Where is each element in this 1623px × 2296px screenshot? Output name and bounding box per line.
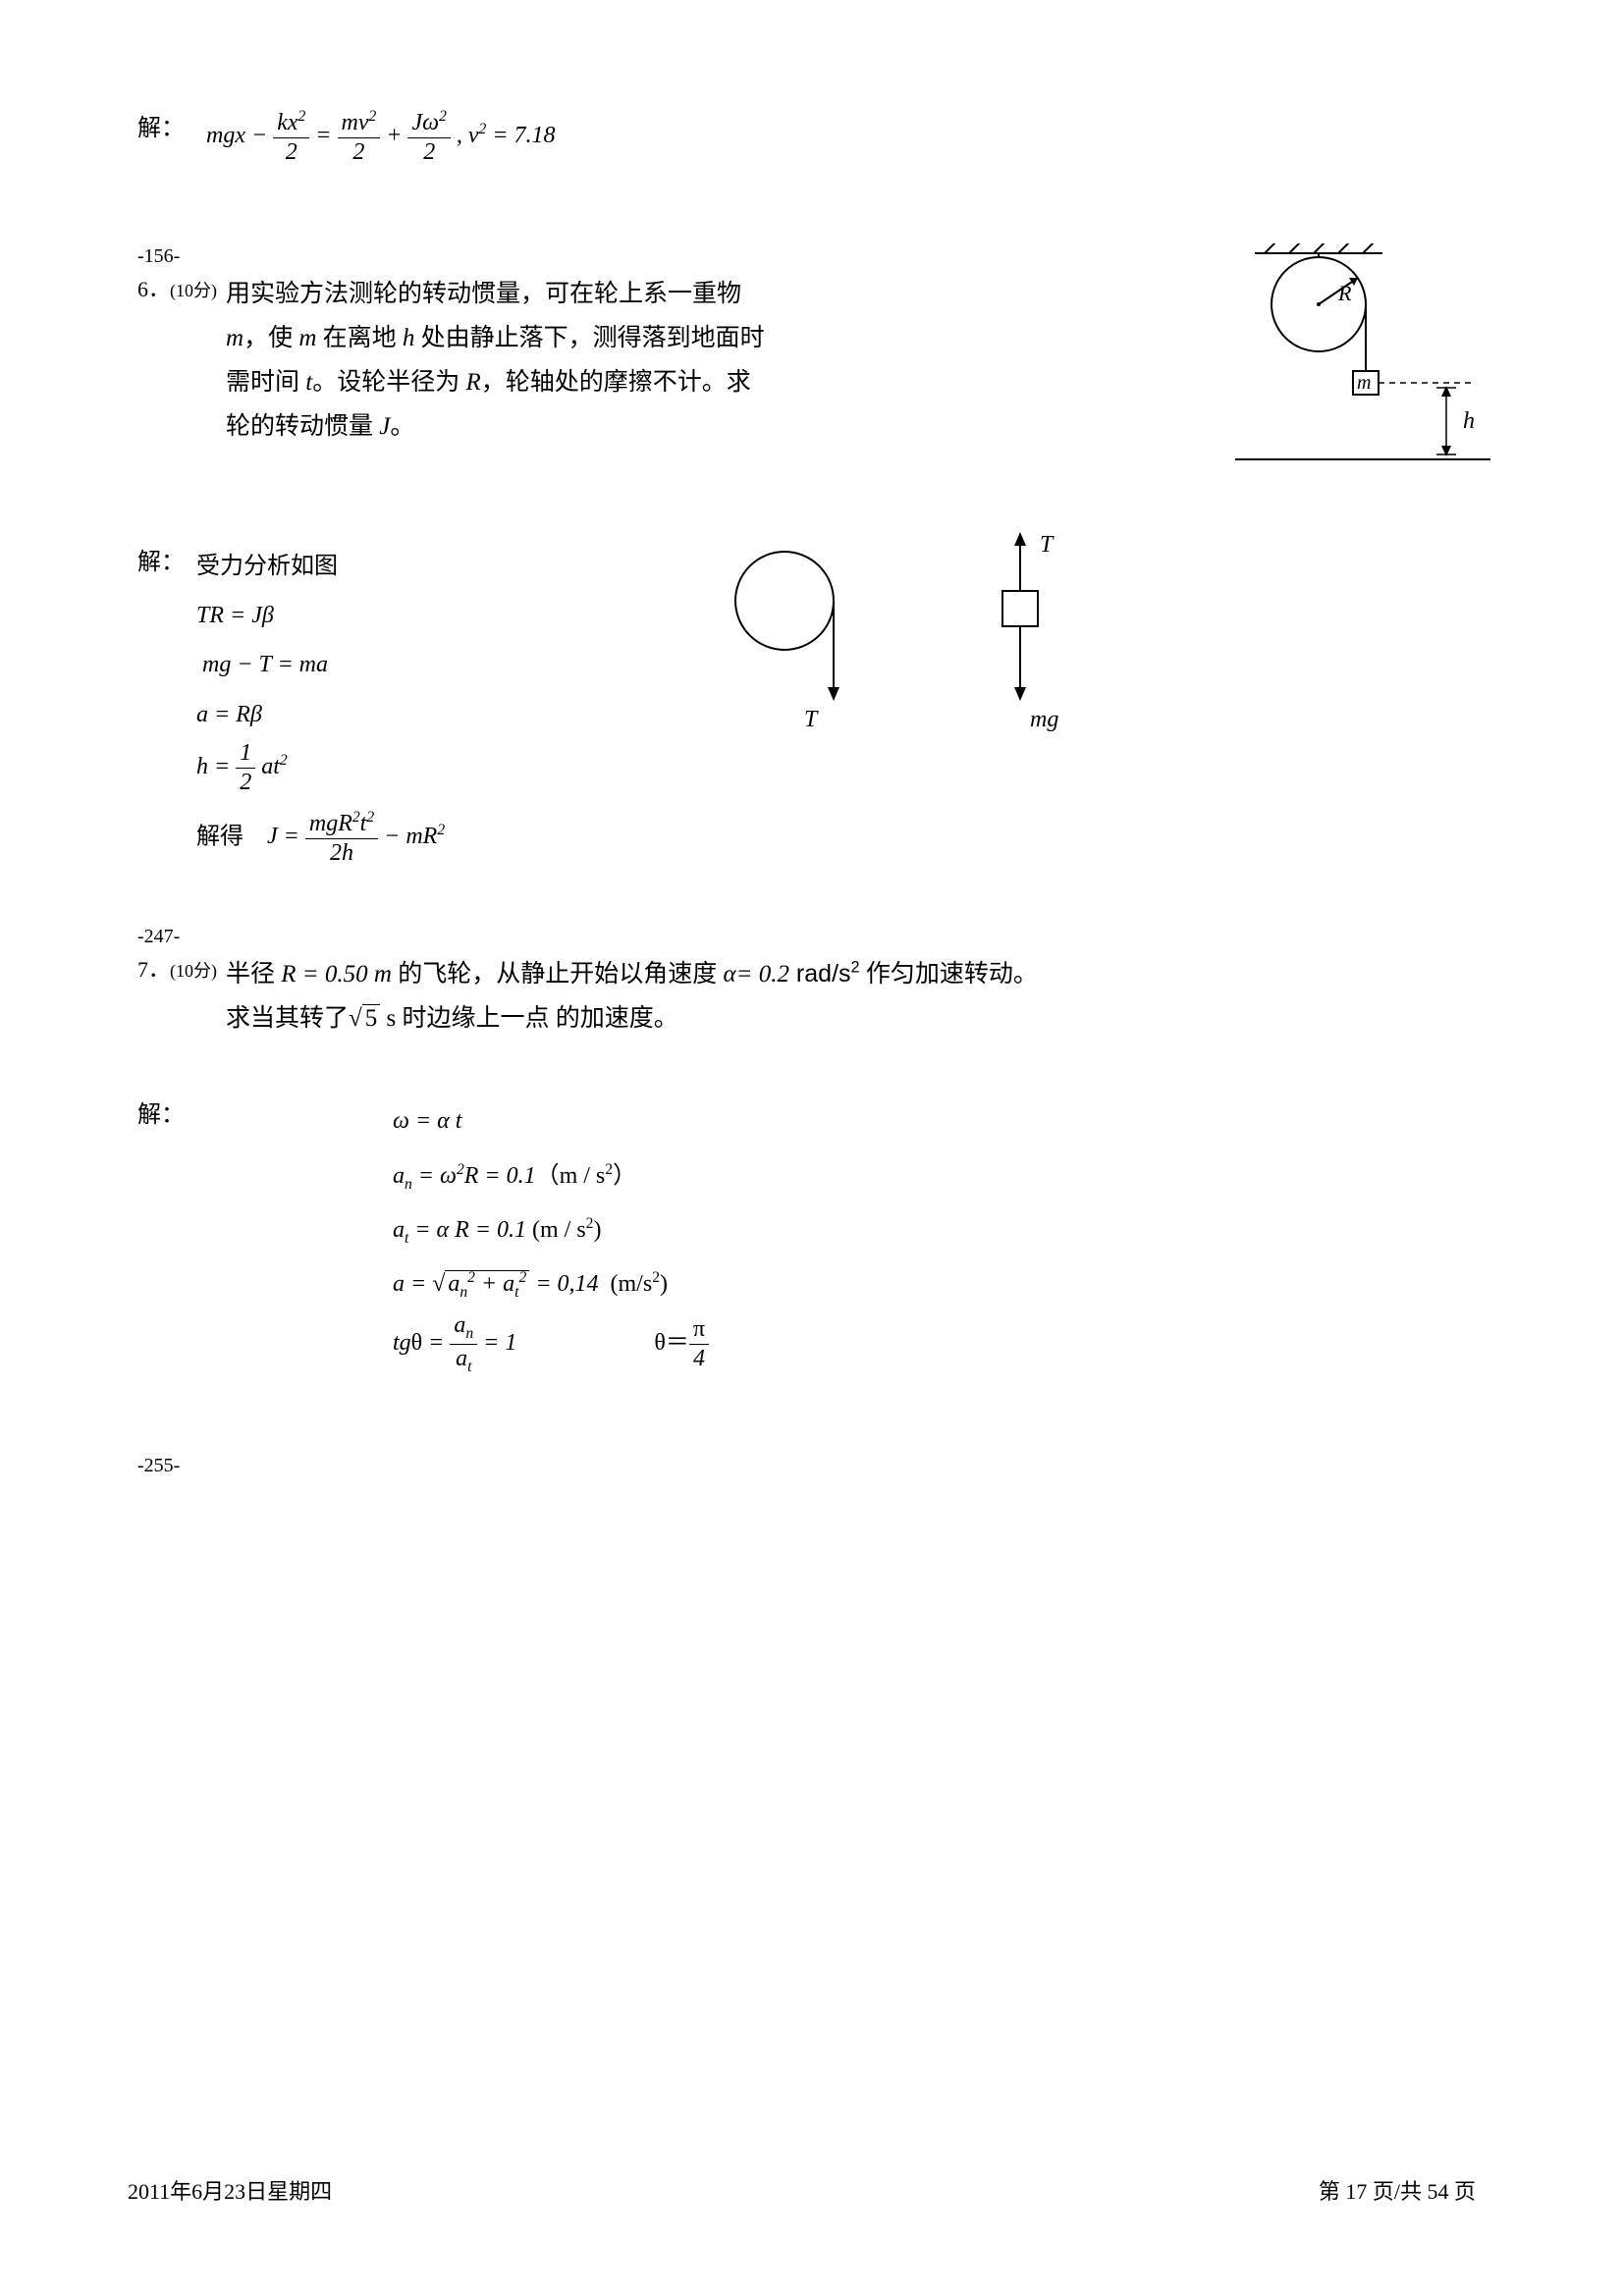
page-current: 17 [1345, 2179, 1367, 2204]
solution-label: 解： [137, 542, 196, 576]
eq: R = 0.50 m [281, 961, 392, 988]
sol-line2: TR = Jβ [196, 591, 445, 640]
label-mg: mg [1030, 707, 1058, 732]
label-T2: T [1040, 532, 1055, 558]
sol7-l1: ω = α t [393, 1095, 1495, 1148]
wheel-diagram-svg: R m h [1235, 243, 1490, 479]
result-label: 解得 [196, 824, 243, 849]
t: 的飞轮，从静止开始以角速度 [392, 961, 724, 988]
label-R: R [1337, 281, 1352, 305]
problem7-body: 半径 R = 0.50 m 的飞轮，从静止开始以角速度 α= 0.2 rad/s… [226, 952, 1495, 1041]
var-m: m [226, 325, 243, 351]
line4: 轮的转动惯量 J。 [226, 404, 854, 449]
sol-line3: mg − T = ma [196, 640, 445, 689]
question-number: 6．(10分) [137, 272, 226, 303]
sol7-l3: at = α R = 0.1 (m / s2) [393, 1203, 1495, 1257]
eq: α= 0.2 [723, 961, 789, 988]
page-code: -247- [137, 926, 1495, 948]
line2: 求当其转了 5 s 时边缘上一点 的加速度。 [226, 996, 1495, 1041]
t: s 时边缘上一点 的加速度。 [387, 1005, 678, 1032]
page-total: 54 [1427, 2179, 1448, 2204]
sol-line6: 解得 J = mgR2t22h − mR2 [196, 809, 445, 868]
sol-line5: h = 12 at2 [196, 739, 445, 797]
line1: 半径 R = 0.50 m 的飞轮，从静止开始以角速度 α= 0.2 rad/s… [226, 952, 1495, 996]
solution-body: 受力分析如图 TR = Jβ mg − T = ma a = Rβ h = 12… [196, 542, 1495, 868]
t: 作匀加速转动。 [860, 961, 1038, 988]
t: 需时间 [226, 369, 305, 396]
fbd-svg: T T mg [706, 532, 1118, 738]
qnum-text: 7． [137, 957, 170, 982]
var-m: m [298, 325, 316, 351]
sol7-l4: a = an2 + at2 = 0,14 (m/s2) [393, 1257, 1495, 1311]
t: 轮的转动惯量 [226, 413, 379, 440]
label-m: m [1357, 372, 1371, 394]
var-R: R [465, 369, 480, 396]
question-number: 7．(10分) [137, 952, 226, 984]
unit: rad/s [789, 960, 851, 988]
footer-page: 第 17 页/共 54 页 [1319, 2174, 1476, 2206]
problem6-solution: 解： 受力分析如图 TR = Jβ mg − T = ma a = Rβ h =… [137, 542, 1495, 868]
footer-date: 2011年6月23日星期四 [128, 2174, 332, 2206]
var-h: h [403, 325, 415, 351]
problem6-fbd: T T mg [706, 532, 1118, 745]
line2: m，使 m 在离地 h 处由静止落下，测得落到地面时 [226, 316, 854, 360]
sqrt5: 5 [362, 1004, 381, 1032]
t: 页/共 [1367, 2179, 1427, 2204]
problem5-solution: 解： mgx − kx22 = mv22 + Jω22 , v2 = 7.18 [137, 108, 1495, 167]
t: 第 [1319, 2179, 1346, 2204]
label-h: h [1463, 408, 1475, 434]
t: 。设轮半径为 [312, 369, 465, 396]
t: 页 [1448, 2179, 1476, 2204]
t: ，使 [243, 325, 298, 351]
problem7: 7．(10分) 半径 R = 0.50 m 的飞轮，从静止开始以角速度 α= 0… [137, 952, 1495, 1041]
line3: 需时间 t。设轮半径为 R，轮轴处的摩擦不计。求 [226, 360, 854, 404]
sol-line1: 受力分析如图 [196, 542, 445, 591]
equation: mgx − kx22 = mv22 + Jω22 , v2 = 7.18 [196, 108, 1495, 167]
t: 求当其转了 [226, 1005, 349, 1032]
problem6-body: 用实验方法测轮的转动惯量，可在轮上系一重物 m，使 m 在离地 h 处由静止落下… [226, 272, 854, 449]
t: 在离地 [316, 325, 403, 351]
sol7-l2: an = ω2R = 0.1（m / s2） [393, 1149, 1495, 1203]
t: 处由静止落下，测得落到地面时 [414, 325, 764, 351]
page-code: -255- [137, 1455, 1495, 1477]
t: 用实验方法测轮的转动惯量，可在轮上系一重物 [226, 281, 741, 307]
qnum-text: 6． [137, 277, 170, 301]
t: 半径 [226, 961, 281, 988]
label-T1: T [804, 707, 819, 732]
solution-body: ω = α t an = ω2R = 0.1（m / s2） at = α R … [196, 1095, 1495, 1376]
sol-line4: a = Rβ [196, 690, 445, 739]
sol7-l5: tgθ = anat = 1θ＝π4 [393, 1311, 1495, 1376]
page-content: 解： mgx − kx22 = mv22 + Jω22 , v2 = 7.18 … [0, 0, 1623, 1477]
problem6-diagram: R m h [1235, 243, 1490, 486]
line1: 用实验方法测轮的转动惯量，可在轮上系一重物 [226, 272, 854, 316]
qnum-points: (10分) [170, 961, 217, 981]
t: 。 [390, 413, 414, 440]
qnum-points: (10分) [170, 281, 217, 300]
t: ，轮轴处的摩擦不计。求 [481, 369, 751, 396]
problem7-solution: 解： ω = α t an = ω2R = 0.1（m / s2） at = α… [137, 1095, 1495, 1376]
var-J: J [379, 413, 390, 440]
solution-label: 解： [137, 1095, 196, 1129]
solution-label: 解： [137, 108, 196, 142]
